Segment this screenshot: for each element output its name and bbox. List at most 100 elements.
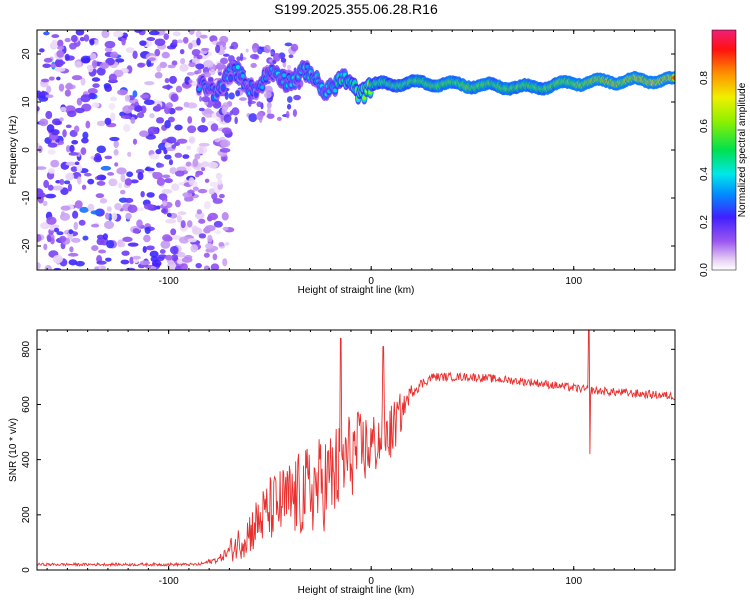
noise-blob	[192, 158, 199, 167]
noise-blob	[104, 47, 113, 53]
snr-panel: -100 0 100 0 200 400 600 800 Height of straight…	[8, 329, 676, 596]
noise-blob	[162, 200, 168, 207]
noise-blob	[134, 30, 143, 33]
noise-blob	[146, 37, 156, 42]
onset-blob	[239, 52, 244, 62]
noise-blob	[183, 101, 190, 108]
noise-blob	[144, 167, 155, 172]
noise-blob	[71, 139, 79, 145]
noise-blob	[139, 40, 147, 46]
spectrogram-ylabel: Frequency (Hz)	[8, 116, 19, 185]
noise-blob	[81, 137, 89, 144]
noise-blob	[194, 211, 205, 220]
noise-blob	[67, 252, 79, 257]
noise-blob	[196, 209, 202, 215]
noise-blob	[194, 153, 201, 160]
noise-blob	[140, 190, 145, 198]
figure-title: S199.2025.355.06.28.R16	[274, 1, 438, 17]
noise-blob	[120, 259, 130, 265]
noise-blob	[69, 144, 75, 153]
noise-blob	[195, 173, 200, 178]
noise-blob	[156, 177, 165, 187]
onset-blob	[198, 107, 205, 112]
noise-blob	[60, 205, 71, 211]
noise-blob	[77, 176, 82, 185]
ridge-core	[228, 76, 233, 81]
onset-blob	[219, 57, 229, 65]
noise-blob	[37, 166, 47, 170]
ridge-core	[197, 87, 202, 92]
onset-blob	[284, 42, 293, 47]
noise-blob	[159, 61, 168, 69]
noise-blob	[74, 200, 83, 209]
noise-blob	[132, 228, 140, 234]
noise-blob	[221, 127, 232, 135]
noise-blob	[120, 173, 126, 183]
noise-blob	[109, 96, 118, 102]
noise-blob	[166, 136, 177, 144]
snr-series-line	[37, 330, 675, 568]
noise-blob	[198, 218, 206, 224]
noise-blob	[105, 212, 110, 220]
y-tick-label: -10	[21, 190, 32, 205]
noise-blob	[89, 53, 97, 60]
noise-blob	[82, 235, 89, 241]
noise-blob	[190, 244, 199, 253]
noise-blob	[47, 168, 56, 174]
noise-blob	[96, 67, 106, 76]
noise-blob	[76, 97, 83, 106]
snr-data	[37, 330, 675, 568]
onset-blob	[234, 116, 238, 125]
noise-blob	[47, 149, 56, 155]
noise-blob	[182, 83, 192, 88]
noise-blob	[43, 243, 48, 251]
noise-blob	[164, 178, 173, 184]
noise-blob	[176, 215, 182, 223]
noise-blob	[114, 203, 122, 211]
noise-blob	[91, 245, 99, 252]
noise-blob	[170, 228, 177, 236]
noise-blob	[74, 61, 82, 68]
noise-blob	[57, 39, 64, 48]
onset-blob	[201, 96, 211, 103]
noise-blob	[96, 120, 106, 127]
onset-blob	[288, 54, 294, 59]
noise-blob	[37, 262, 41, 270]
noise-blob	[188, 30, 195, 35]
y-tick-label: -20	[21, 238, 32, 253]
noise-blob	[45, 94, 54, 99]
noise-blob	[188, 136, 196, 144]
noise-blob	[104, 84, 112, 92]
noise-blob	[46, 85, 52, 94]
noise-blob	[68, 151, 79, 156]
noise-blob	[171, 144, 177, 149]
noise-blob	[54, 67, 66, 72]
noise-blob	[212, 253, 218, 261]
noise-blob	[182, 154, 190, 159]
noise-blob	[104, 155, 113, 160]
noise-blob	[70, 166, 78, 172]
noise-blob	[87, 64, 94, 73]
noise-blob	[60, 106, 67, 112]
noise-blob	[214, 230, 222, 235]
noise-blob	[207, 212, 219, 221]
noise-blob	[132, 50, 138, 59]
noise-blob	[155, 117, 165, 124]
noise-blob	[150, 265, 157, 270]
noise-blob	[67, 183, 72, 192]
noise-blob	[180, 220, 186, 229]
noise-blob	[54, 60, 66, 65]
colorbar: 0.0 0.2 0.4 0.6 0.8 Normalized spectral ampl…	[699, 29, 748, 277]
onset-blob	[266, 101, 272, 109]
noise-blob	[132, 90, 138, 98]
noise-blob	[51, 39, 59, 48]
noise-blob	[117, 89, 128, 96]
onset-blob	[201, 47, 210, 51]
noise-blob	[115, 58, 125, 63]
noise-blob	[145, 245, 155, 251]
noise-blob	[38, 95, 49, 102]
noise-blob	[112, 30, 124, 38]
noise-blob	[105, 257, 112, 262]
noise-blob	[143, 234, 151, 243]
noise-blob	[46, 216, 57, 225]
